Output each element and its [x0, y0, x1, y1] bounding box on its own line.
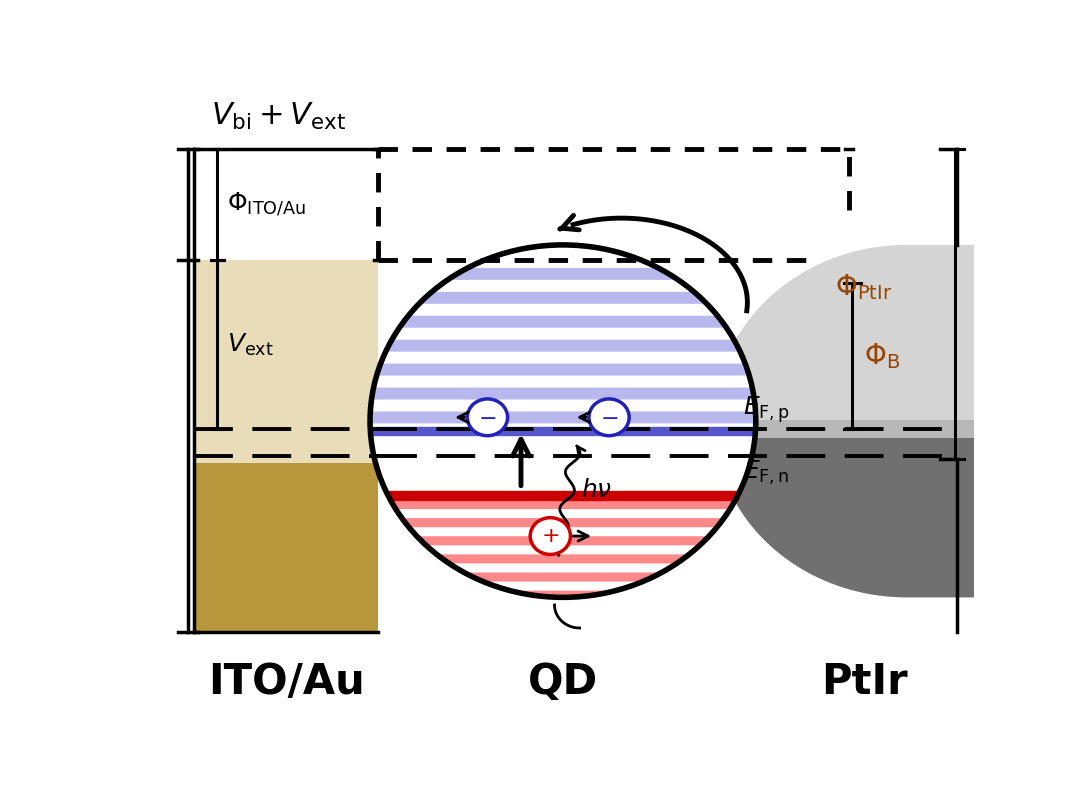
Polygon shape	[510, 591, 616, 597]
Polygon shape	[437, 554, 689, 564]
Bar	[714, 419, 1016, 438]
Polygon shape	[419, 292, 707, 304]
Polygon shape	[370, 412, 755, 423]
Text: $\Phi_{\mathrm{B}}$: $\Phi_{\mathrm{B}}$	[863, 341, 900, 371]
Polygon shape	[464, 572, 662, 582]
Text: $V_{\mathrm{bi}} + V_{\mathrm{ext}}$: $V_{\mathrm{bi}} + V_{\mathrm{ext}}$	[211, 101, 346, 132]
Text: PtIr: PtIr	[821, 661, 908, 703]
Text: $\Phi_{\mathrm{PtIr}}$: $\Phi_{\mathrm{PtIr}}$	[835, 272, 893, 302]
Polygon shape	[385, 340, 740, 352]
Text: QD: QD	[528, 661, 598, 703]
Polygon shape	[399, 316, 726, 328]
Polygon shape	[401, 518, 724, 527]
Polygon shape	[377, 364, 749, 376]
Polygon shape	[371, 388, 754, 400]
Polygon shape	[391, 500, 736, 509]
Polygon shape	[448, 268, 678, 280]
Polygon shape	[714, 245, 1016, 597]
Circle shape	[370, 245, 755, 597]
Bar	[194, 463, 379, 632]
Text: $V_{\mathrm{ext}}$: $V_{\mathrm{ext}}$	[227, 331, 274, 357]
Text: $h\nu$: $h\nu$	[581, 478, 612, 501]
Text: $+$: $+$	[541, 526, 559, 546]
Text: $-$: $-$	[599, 408, 618, 427]
Text: $E_{\mathrm{F,n}}$: $E_{\mathrm{F,n}}$	[743, 458, 790, 487]
Polygon shape	[714, 429, 1016, 597]
Circle shape	[589, 399, 629, 435]
Text: $\Phi_{\mathrm{ITO/Au}}$: $\Phi_{\mathrm{ITO/Au}}$	[227, 191, 306, 218]
Bar	[194, 260, 379, 463]
Text: ITO/Au: ITO/Au	[208, 661, 365, 703]
Text: $E_{\mathrm{F,p}}$: $E_{\mathrm{F,p}}$	[743, 394, 790, 425]
Text: $-$: $-$	[478, 408, 497, 427]
Polygon shape	[417, 537, 709, 545]
Circle shape	[530, 517, 570, 555]
Circle shape	[467, 399, 507, 435]
